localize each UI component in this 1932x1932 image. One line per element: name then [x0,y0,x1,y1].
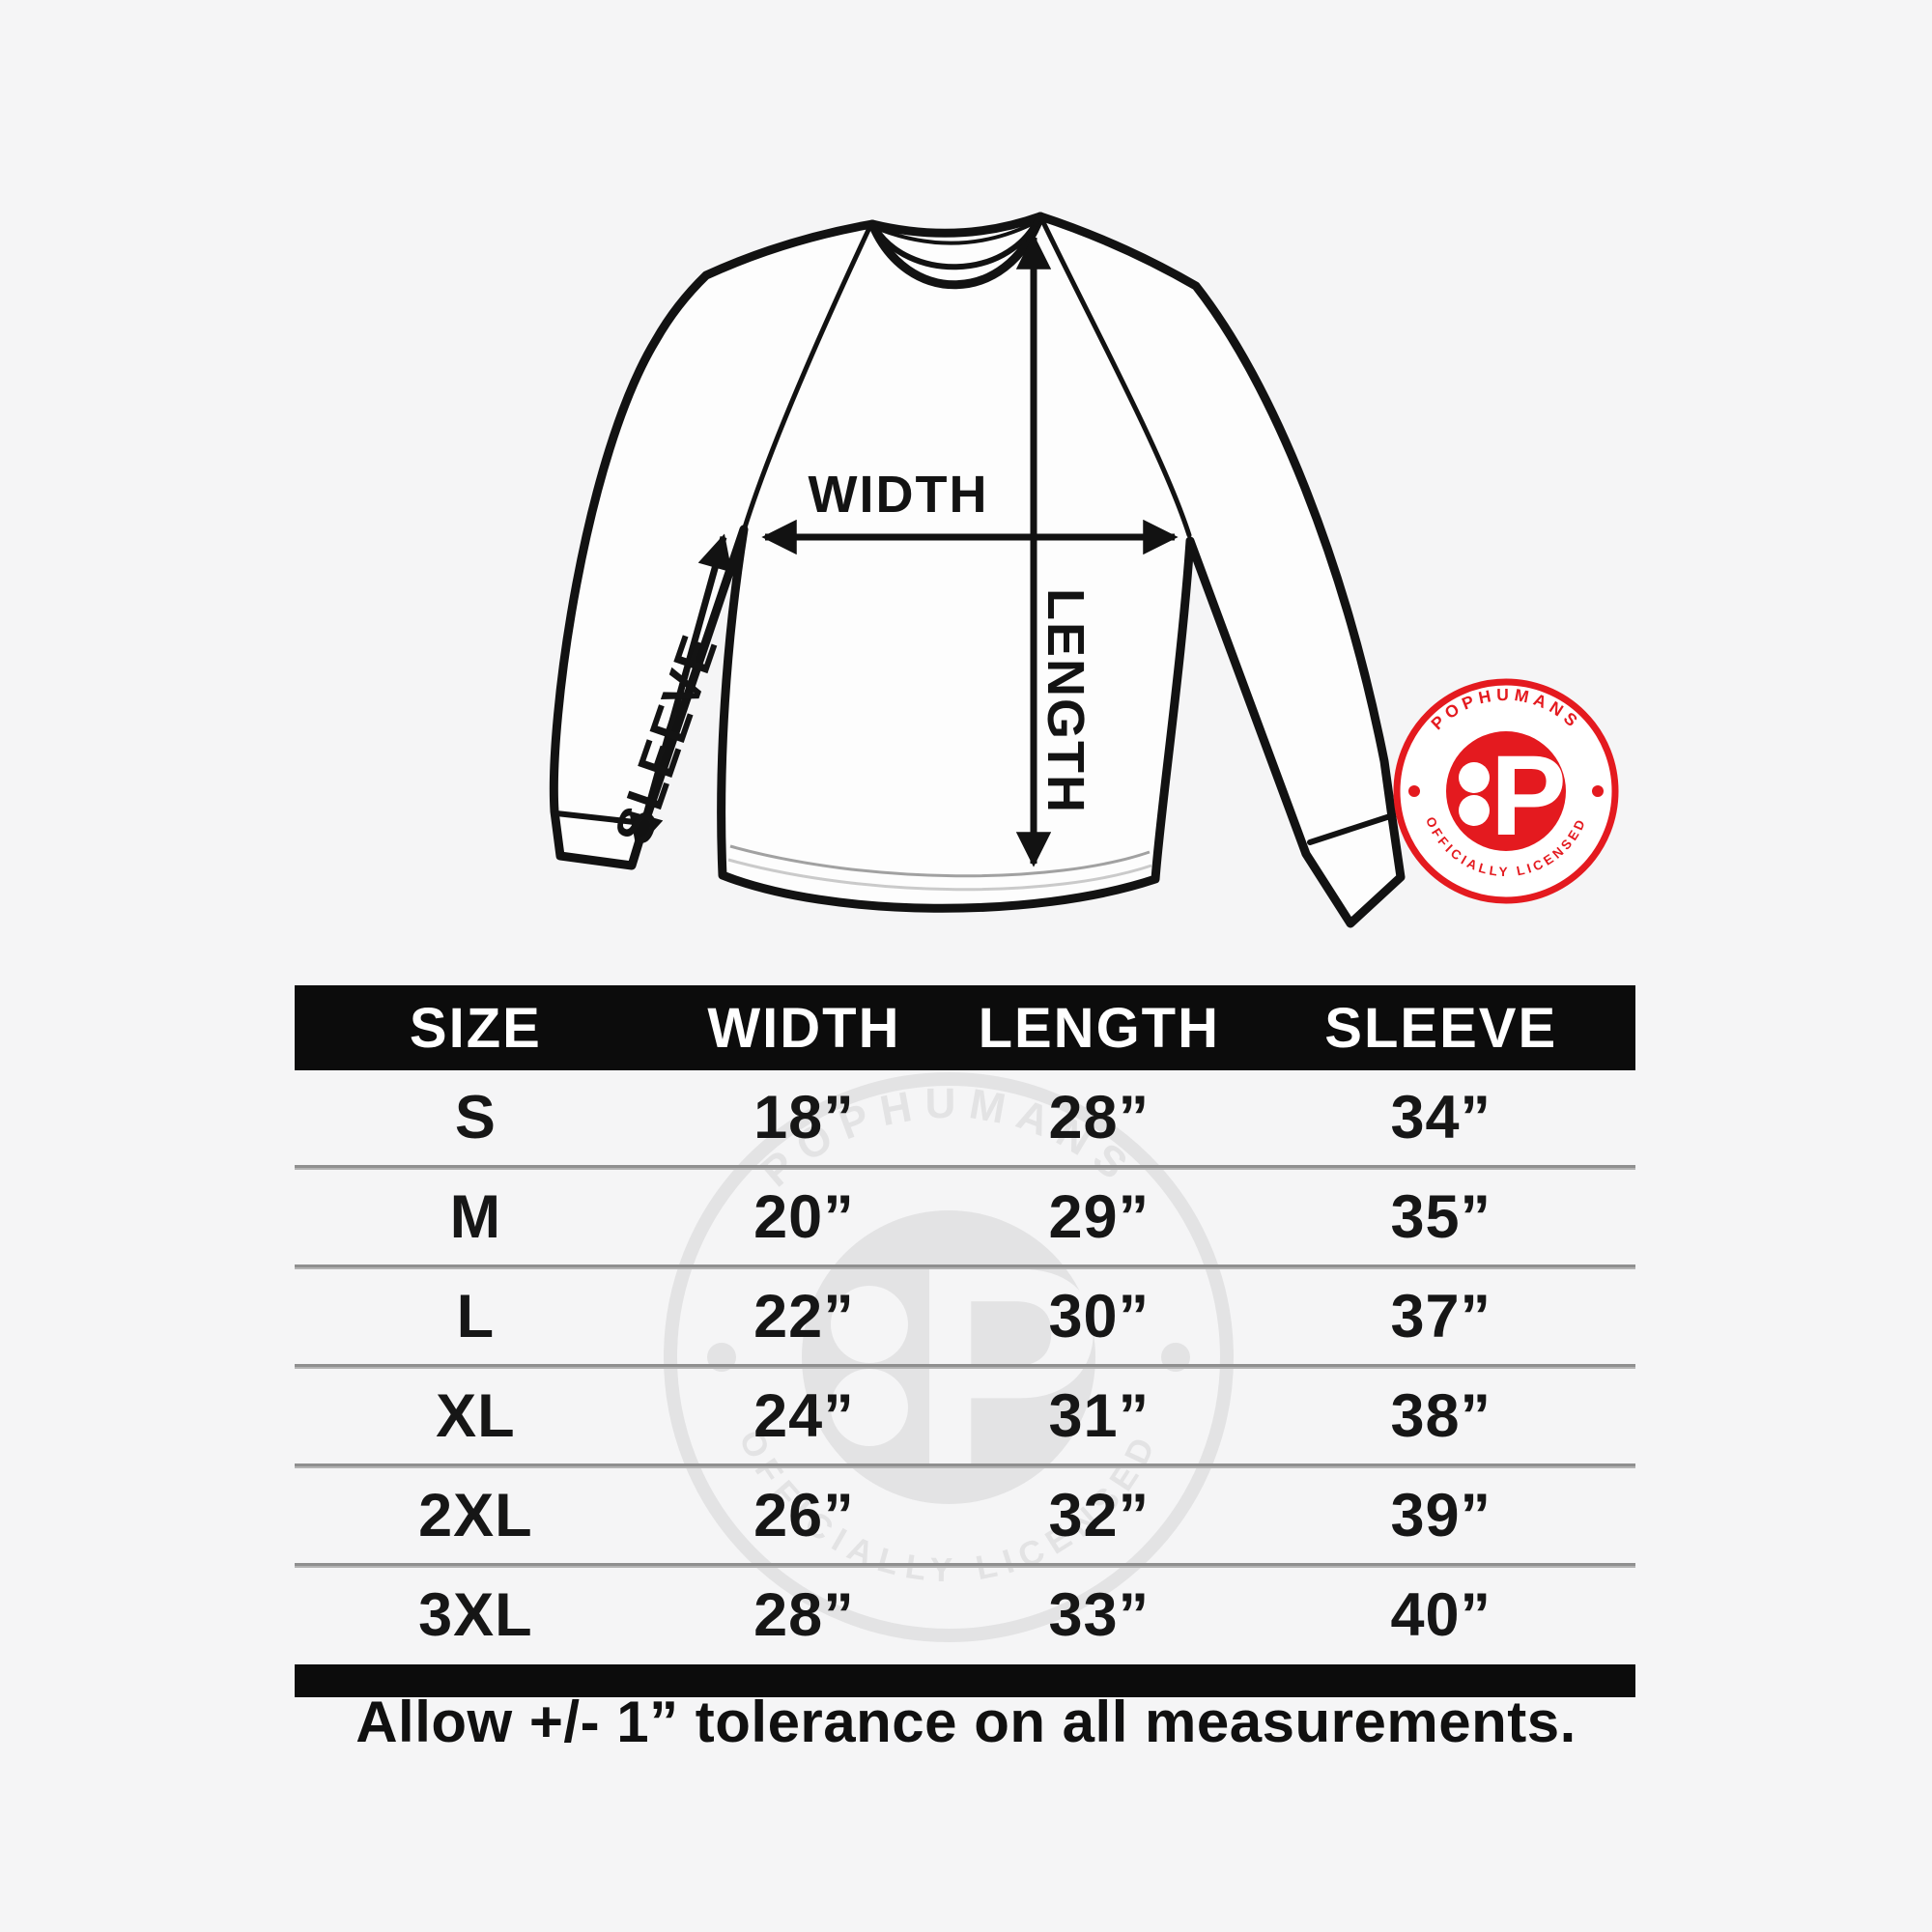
cell-sleeve: 37” [1390,1283,1492,1350]
watermark-logo-dot-bottom [831,1369,908,1446]
table-row: 2XL 26” 32” 39” [295,1468,1635,1563]
cell-width: 28” [753,1581,855,1649]
cell-sleeve: 39” [1390,1482,1492,1549]
cell-sleeve: 40” [1390,1581,1492,1649]
right-cuff-line [1307,812,1396,845]
cell-length: 29” [1048,1183,1151,1251]
table-row: L 22” 30” 37” [295,1269,1635,1364]
pophumans-licensed-badge: POPHUMANS OFFICIALLY LICENSED P [1393,678,1619,904]
row-divider [295,1165,1635,1170]
column-header-size: SIZE [409,996,542,1060]
cell-size: S [454,1084,497,1151]
cell-length: 33” [1048,1581,1151,1649]
badge-right-dot [1592,785,1604,797]
cell-width: 24” [753,1382,855,1450]
sleeve-arrow [629,533,732,850]
collar-back-line [879,222,1034,245]
column-header-length: LENGTH [978,996,1220,1060]
row-divider [295,1563,1635,1568]
cell-width: 26” [753,1482,855,1549]
badge-logo-dot-bottom [1459,795,1490,826]
cell-size: 3XL [418,1581,533,1649]
length-label: LENGTH [1037,588,1094,814]
column-header-width: WIDTH [707,996,901,1060]
badge-left-dot [1408,785,1420,797]
cell-length: 32” [1048,1482,1151,1549]
shirt-silhouette [549,212,1406,928]
watermark-logo-dot-top [831,1286,908,1363]
table-row: 3XL 28” 33” 40” [295,1568,1635,1662]
size-chart-table: SIZE WIDTH LENGTH SLEEVE S 18” 28” 34” M… [295,985,1635,1697]
table-row: S 18” 28” 34” [295,1070,1635,1165]
shirt-measurement-diagram: WIDTH LENGTH SLEEVE [549,212,1406,928]
table-bottom-bar [295,1664,1635,1697]
cell-sleeve: 38” [1390,1382,1492,1450]
watermark-ring [664,1072,1234,1642]
table-row: XL 24” 31” 38” [295,1369,1635,1463]
left-shoulder-seam [742,227,871,530]
cell-sleeve: 35” [1390,1183,1492,1251]
cell-size: 2XL [418,1482,533,1549]
tolerance-note: Allow +/- 1” tolerance on all measuremen… [355,1690,1577,1754]
size-chart-header: SIZE WIDTH LENGTH SLEEVE [295,985,1635,1070]
cell-width: 18” [753,1084,855,1151]
column-header-sleeve: SLEEVE [1324,996,1558,1060]
cell-sleeve: 34” [1390,1084,1492,1151]
cell-length: 30” [1048,1283,1151,1350]
cell-size: XL [436,1382,516,1450]
cell-length: 31” [1048,1382,1151,1450]
row-divider [295,1364,1635,1369]
cell-length: 28” [1048,1084,1151,1151]
right-shoulder-seam [1040,219,1192,538]
hem-stitch-line [729,844,1151,878]
cell-width: 20” [753,1183,855,1251]
badge-logo-dot-top [1459,762,1490,793]
hem-stitch-line-2 [727,858,1152,892]
left-cuff-line [554,810,646,826]
cell-size: L [456,1283,496,1350]
row-divider [295,1264,1635,1269]
width-label: WIDTH [809,466,989,524]
cell-size: M [449,1183,502,1251]
table-row: M 20” 29” 35” [295,1170,1635,1264]
row-divider [295,1463,1635,1468]
cell-width: 22” [753,1283,855,1350]
badge-monogram: P [1491,732,1567,860]
